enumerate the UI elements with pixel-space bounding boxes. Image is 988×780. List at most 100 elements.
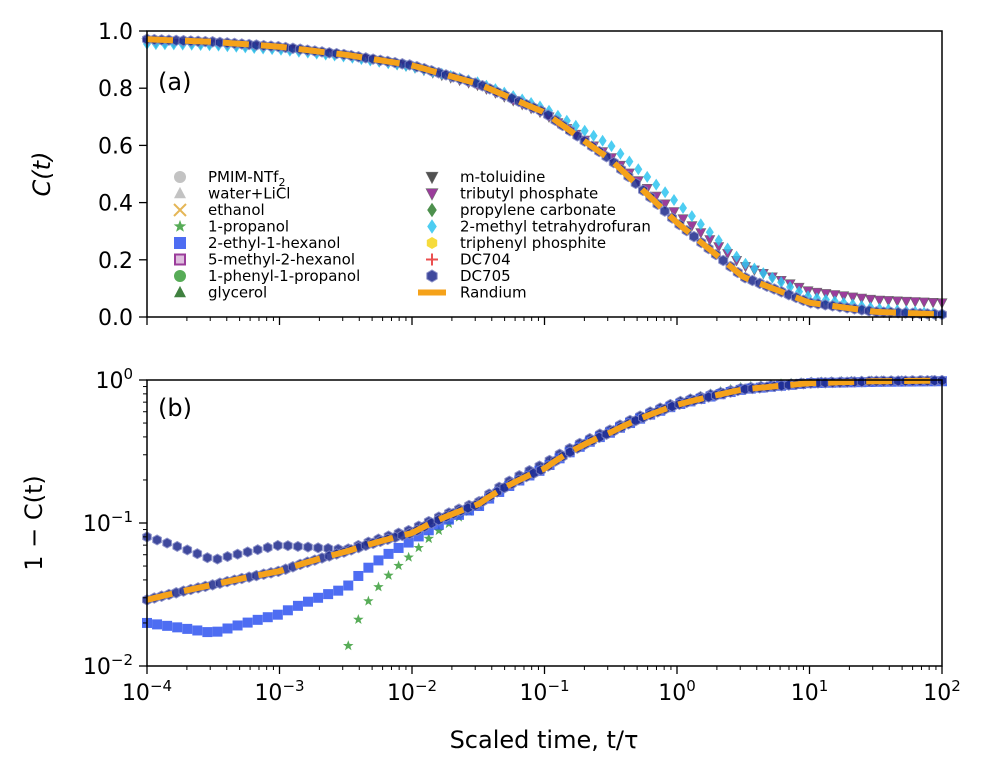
x-tick-label: 10−4 bbox=[122, 677, 172, 706]
legend-swatch bbox=[174, 237, 186, 249]
data-point bbox=[403, 537, 414, 548]
data-point bbox=[182, 623, 193, 634]
data-point bbox=[393, 542, 404, 553]
legend-label: m-toluidine bbox=[460, 168, 545, 186]
x-tick-label: 102 bbox=[923, 677, 961, 706]
data-point bbox=[172, 540, 182, 552]
data-point bbox=[732, 250, 741, 263]
data-point bbox=[759, 267, 768, 280]
data-point bbox=[303, 541, 313, 553]
data-point bbox=[677, 214, 689, 225]
data-point bbox=[829, 290, 841, 301]
data-point bbox=[313, 542, 323, 554]
y-tick-label: 0.2 bbox=[98, 249, 133, 274]
data-point bbox=[272, 609, 283, 620]
legend-label: Randium bbox=[460, 284, 527, 302]
data-point bbox=[696, 218, 705, 231]
legend-label: propylene carbonate bbox=[460, 201, 616, 219]
data-point bbox=[652, 178, 661, 191]
legend-label: DC704 bbox=[460, 251, 511, 269]
data-point bbox=[423, 525, 434, 536]
data-point bbox=[589, 129, 598, 142]
legend-swatch bbox=[174, 253, 186, 266]
legend-swatch bbox=[426, 253, 438, 266]
data-point bbox=[659, 205, 670, 217]
y-tick-label: 0.0 bbox=[98, 306, 133, 331]
panel-b-series bbox=[142, 374, 948, 651]
data-point bbox=[918, 297, 930, 309]
legend-swatch bbox=[426, 269, 438, 283]
data-point bbox=[313, 592, 324, 603]
data-point bbox=[393, 560, 404, 571]
legend-label: ethanol bbox=[208, 201, 265, 219]
data-point bbox=[273, 539, 283, 552]
data-point bbox=[152, 619, 163, 630]
randium-line bbox=[146, 377, 943, 603]
data-point bbox=[423, 533, 434, 544]
x-tick-label: 10−2 bbox=[387, 677, 437, 706]
legend-entry: 1-phenyl-1-propanol bbox=[174, 267, 360, 285]
data-point bbox=[413, 531, 424, 542]
panel-b: 10−4 10−3 10−2 10−1 100 101 102 10−2 10−1 100 (b)… bbox=[20, 365, 961, 706]
legend-label: 2-ethyl-1-hexanol bbox=[208, 234, 340, 252]
x-tick-label: 101 bbox=[791, 677, 829, 706]
data-point bbox=[687, 210, 696, 223]
data-point bbox=[373, 555, 384, 566]
panel-b-label: (b) bbox=[158, 394, 192, 422]
data-point bbox=[212, 626, 223, 637]
legend-swatch bbox=[427, 219, 437, 234]
data-point bbox=[232, 620, 243, 631]
legend-label: tributyl phosphate bbox=[460, 185, 598, 203]
y-tick-label: 1.0 bbox=[98, 20, 133, 45]
legend-entry: 5-methyl-2-hexanol bbox=[174, 251, 355, 269]
x-axis-label: Scaled time, t/τ bbox=[450, 726, 639, 754]
data-point bbox=[661, 186, 670, 199]
data-point bbox=[625, 155, 634, 168]
data-point bbox=[882, 296, 894, 307]
legend-label: water+LiCl bbox=[208, 185, 290, 203]
data-point bbox=[232, 548, 243, 560]
legend-swatch bbox=[174, 186, 186, 199]
data-point bbox=[152, 534, 162, 546]
legend-swatch bbox=[426, 237, 438, 249]
data-point bbox=[182, 544, 193, 556]
data-point bbox=[252, 614, 263, 625]
panel-a-label: (a) bbox=[158, 68, 191, 96]
data-point bbox=[865, 294, 876, 306]
legend-swatch bbox=[174, 285, 186, 298]
data-point bbox=[668, 207, 680, 218]
data-point bbox=[172, 622, 183, 633]
legend-label: 1-propanol bbox=[208, 218, 289, 236]
data-point bbox=[777, 276, 786, 289]
legend-entry: DC705 bbox=[426, 267, 511, 285]
legend-entry: 2-methyl tetrahydrofuran bbox=[427, 218, 651, 236]
data-point bbox=[292, 600, 303, 611]
legend-entry: DC704 bbox=[426, 251, 511, 269]
data-point bbox=[643, 170, 652, 183]
data-point bbox=[363, 595, 374, 606]
legend-swatch bbox=[174, 270, 186, 282]
legend-entry: water+LiCl bbox=[174, 185, 290, 203]
legend-label: 2-methyl tetrahydrofuran bbox=[460, 218, 651, 236]
legend-entry: Randium bbox=[418, 284, 527, 302]
data-point bbox=[343, 580, 354, 591]
data-point bbox=[670, 194, 678, 206]
panel-b-frame bbox=[146, 379, 943, 667]
legend-label: PMIM-NTf2 bbox=[208, 168, 285, 189]
legend-swatch bbox=[173, 203, 187, 217]
data-point bbox=[222, 551, 233, 563]
legend-entry: propylene carbonate bbox=[427, 201, 616, 219]
legend: PMIM-NTf2water+LiClethanol1-propanol2-et… bbox=[173, 168, 651, 302]
legend-entry: PMIM-NTf2 bbox=[174, 168, 285, 189]
data-point bbox=[202, 627, 213, 638]
data-point bbox=[363, 562, 374, 573]
data-point bbox=[162, 620, 173, 631]
data-point bbox=[353, 570, 364, 581]
data-point bbox=[634, 163, 643, 176]
panel-b-y-axis-label: 1 − C(t) bbox=[20, 475, 48, 571]
data-point bbox=[403, 551, 414, 562]
legend-label: 1-phenyl-1-propanol bbox=[208, 267, 360, 285]
panel-a-y-axis-label: C(t) bbox=[28, 152, 56, 197]
panel-b-ticks: 10−4 10−3 10−2 10−1 100 101 102 10−2 10−1 100 bbox=[83, 365, 961, 706]
data-point bbox=[303, 596, 314, 607]
